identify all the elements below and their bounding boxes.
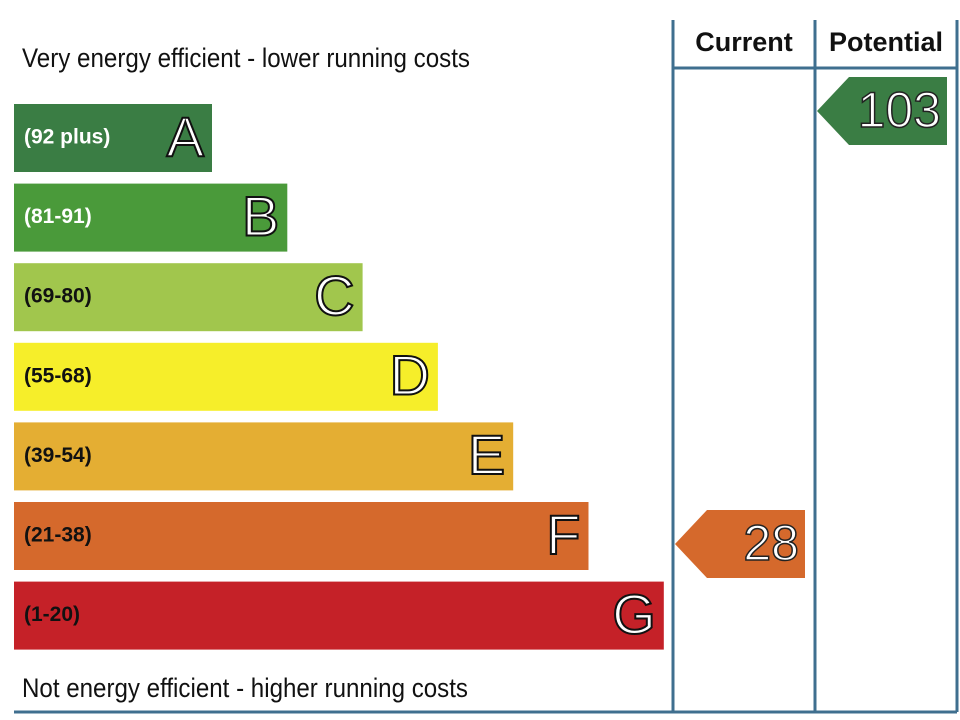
rating-arrow bbox=[675, 510, 805, 578]
bottom-label: Not energy efficient - higher running co… bbox=[22, 673, 468, 703]
frame bbox=[14, 20, 959, 714]
band-letter: G bbox=[612, 582, 656, 645]
rating-value: 28 bbox=[743, 515, 799, 571]
band-range: (1-20) bbox=[24, 603, 80, 626]
band-range: (21-38) bbox=[24, 524, 92, 547]
band bbox=[14, 422, 514, 491]
band-range: (69-80) bbox=[24, 285, 92, 308]
band-letter: E bbox=[468, 423, 505, 486]
rating-arrow bbox=[817, 77, 947, 145]
rating-value: 103 bbox=[858, 82, 941, 138]
band bbox=[14, 104, 212, 172]
band-range: (81-91) bbox=[24, 205, 92, 228]
band bbox=[14, 502, 589, 570]
top-label: Very energy efficient - lower running co… bbox=[22, 43, 470, 73]
band bbox=[14, 263, 363, 332]
column-title: Potential bbox=[829, 27, 943, 57]
band-letter: D bbox=[389, 344, 429, 407]
band bbox=[14, 183, 288, 252]
column-title: Current bbox=[695, 27, 793, 57]
band-range: (55-68) bbox=[24, 364, 92, 387]
band-letter: C bbox=[314, 264, 354, 327]
band-range: (39-54) bbox=[24, 444, 92, 467]
band bbox=[14, 581, 664, 650]
band bbox=[14, 342, 438, 411]
band-letter: B bbox=[242, 184, 279, 247]
band-letter: A bbox=[167, 105, 205, 168]
band-range: (92 plus) bbox=[24, 126, 110, 149]
band-letter: F bbox=[546, 503, 580, 566]
